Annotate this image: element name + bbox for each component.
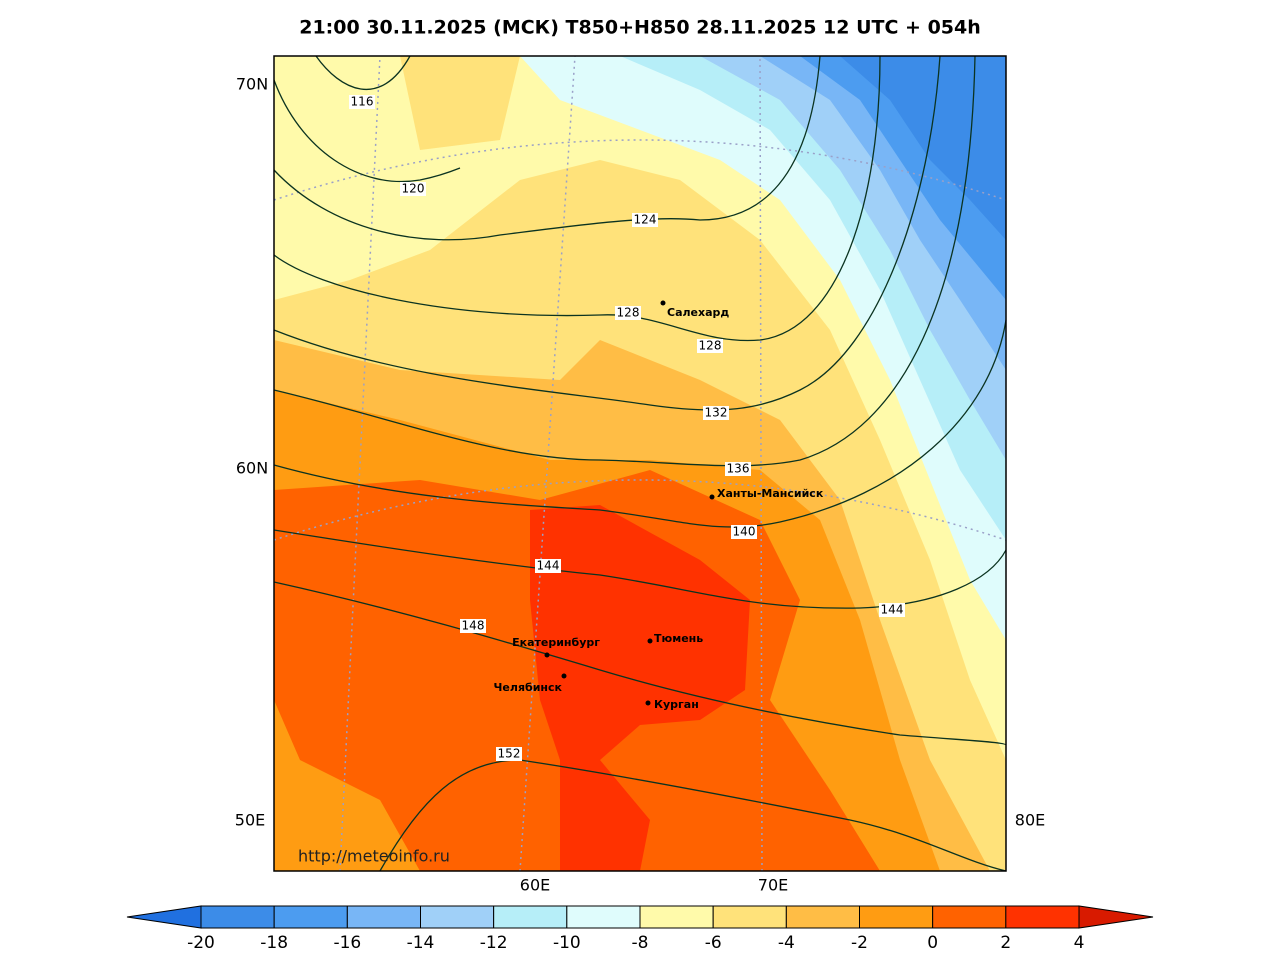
colorbar-segment bbox=[712, 905, 787, 929]
contour-label-bg bbox=[615, 306, 641, 320]
contour-line bbox=[273, 79, 461, 183]
city-name: Екатеринбург bbox=[512, 636, 600, 649]
contour-label: 132 bbox=[705, 406, 728, 420]
lat-label: 70N bbox=[236, 75, 268, 94]
city-dot bbox=[660, 300, 666, 306]
colorbar-segment bbox=[493, 905, 568, 929]
city-dot bbox=[645, 700, 651, 706]
contour-line bbox=[273, 55, 941, 411]
colorbar-segment bbox=[346, 905, 422, 929]
contour-label-bg bbox=[703, 406, 729, 420]
city-name: Салехард bbox=[667, 306, 729, 319]
colorbar-tick-label: -2 bbox=[851, 933, 868, 953]
lat-label: 60N bbox=[236, 459, 268, 478]
graticule bbox=[273, 139, 1007, 201]
contour-label-bg bbox=[349, 95, 375, 109]
contour-label-bg bbox=[725, 462, 751, 476]
colorbar-tick-label: 4 bbox=[1074, 933, 1085, 953]
contour-label: 128 bbox=[617, 306, 640, 320]
contour-label: 144 bbox=[537, 559, 560, 573]
colorbar-segment bbox=[932, 905, 1007, 929]
colorbar-segment bbox=[273, 905, 348, 929]
contour-label-bg bbox=[731, 525, 757, 539]
colorbar-tick-label: 0 bbox=[927, 933, 938, 953]
contour-label-bg bbox=[400, 182, 426, 196]
contour-label-bg bbox=[879, 603, 905, 617]
colorbar-segment bbox=[420, 905, 495, 929]
graticule bbox=[759, 55, 763, 872]
contour-label: 124 bbox=[634, 213, 657, 227]
colorbar-tick-label: -18 bbox=[260, 933, 288, 953]
city-dot bbox=[709, 494, 715, 500]
colorbar-under bbox=[126, 905, 202, 929]
contour-label: 120 bbox=[402, 182, 425, 196]
colorbar-tick-label: -4 bbox=[778, 933, 795, 953]
contour-line bbox=[273, 319, 1007, 528]
contour-line bbox=[315, 55, 411, 91]
contour-label: 148 bbox=[462, 619, 485, 633]
contour-label: 152 bbox=[498, 747, 521, 761]
title: 21:00 30.11.2025 (МСК) T850+H850 28.11.2… bbox=[299, 17, 981, 39]
colorbar-tick-label: -8 bbox=[632, 933, 649, 953]
colorbar-tick-label: -12 bbox=[480, 933, 508, 953]
city-name: Тюмень bbox=[654, 632, 703, 645]
colorbar: -20 -18 -16 -14 -12 -10 -8 -6 -4 -2 0 2 4 bbox=[126, 905, 1154, 953]
city-dot bbox=[561, 673, 567, 679]
city-dot bbox=[544, 652, 550, 658]
city-name: Ханты-Мансийск bbox=[717, 487, 824, 500]
contour-label-bg bbox=[697, 339, 723, 353]
colorbar-segment bbox=[1005, 905, 1080, 929]
lon-label: 50E bbox=[235, 811, 265, 830]
colorbar-tick-label: 2 bbox=[1000, 933, 1011, 953]
city-name: Челябинск bbox=[494, 681, 563, 694]
contour-line bbox=[273, 55, 821, 241]
colorbar-tick-label: -20 bbox=[187, 933, 215, 953]
city-dot bbox=[647, 638, 653, 644]
city-name: Курган bbox=[654, 698, 699, 711]
contour-label: 136 bbox=[727, 462, 750, 476]
colorbar-segment bbox=[785, 905, 860, 929]
colorbar-tick-label: -16 bbox=[333, 933, 361, 953]
colorbar-segment bbox=[639, 905, 714, 929]
graticule bbox=[519, 55, 576, 872]
colorbar-segment bbox=[200, 905, 275, 929]
lon-label: 80E bbox=[1015, 811, 1045, 830]
contour-line bbox=[273, 529, 1007, 609]
graticule bbox=[339, 55, 381, 872]
colorbar-segment bbox=[859, 905, 934, 929]
temperature-band bbox=[840, 56, 1006, 240]
contour-label: 116 bbox=[351, 95, 374, 109]
colorbar-tick-label: -6 bbox=[705, 933, 722, 953]
colorbar-segment bbox=[566, 905, 641, 929]
contour-label-bg bbox=[632, 213, 658, 227]
contour-line bbox=[379, 759, 1007, 872]
colorbar-tick-label: -10 bbox=[553, 933, 581, 953]
contour-label: 128 bbox=[699, 339, 722, 353]
contour-label-bg bbox=[460, 619, 486, 633]
contour-line bbox=[273, 581, 1007, 746]
watermark: http://meteoinfo.ru bbox=[298, 847, 450, 866]
map-frame bbox=[273, 55, 1007, 872]
lon-label: 60E bbox=[520, 876, 550, 895]
contour-label: 140 bbox=[733, 525, 756, 539]
lon-label: 70E bbox=[758, 876, 788, 895]
map: 116 120 124 128 128 132 136 140 144 144 148 152 Сале… bbox=[273, 55, 1007, 872]
temperature-band bbox=[530, 505, 750, 871]
colorbar-over bbox=[1078, 905, 1154, 929]
contour-label-bg bbox=[535, 559, 561, 573]
graticule bbox=[273, 479, 1007, 541]
contour-label: 144 bbox=[881, 603, 904, 617]
colorbar-tick-label: -14 bbox=[407, 933, 435, 953]
contour-label-bg bbox=[496, 747, 522, 761]
contour-line bbox=[273, 55, 881, 342]
